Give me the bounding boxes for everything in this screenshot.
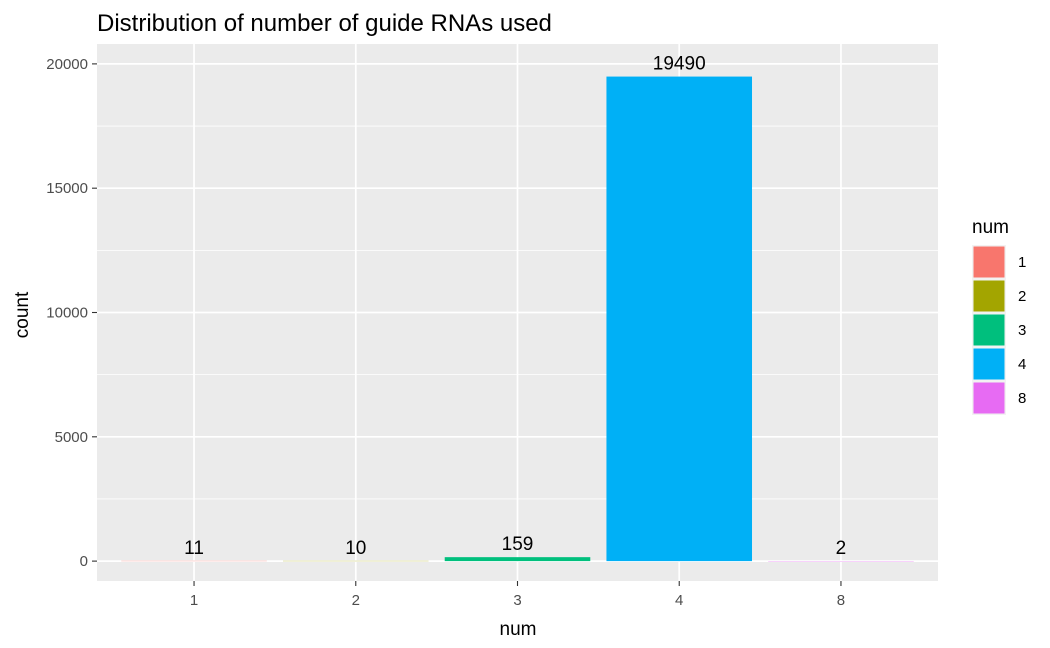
legend-title: num (972, 217, 1009, 238)
data-label-2: 10 (345, 538, 366, 559)
x-tick-label: 8 (837, 592, 845, 609)
bar-4 (606, 76, 753, 562)
y-axis: 0 5000 10000 15000 20000 (46, 56, 97, 570)
chart-title: Distribution of number of guide RNAs use… (97, 10, 552, 37)
y-tick-label: 0 (80, 553, 88, 570)
x-axis: 1 2 3 4 8 (190, 581, 845, 609)
y-tick-label: 10000 (46, 305, 88, 322)
data-label-1: 11 (184, 538, 204, 559)
data-label-3: 159 (502, 534, 534, 555)
legend: num 1 2 3 4 8 (972, 217, 1026, 415)
x-tick-label: 3 (513, 592, 521, 609)
legend-key-8 (973, 382, 1005, 414)
legend-key-2 (973, 280, 1005, 312)
x-tick-label: 2 (352, 592, 360, 609)
legend-label-2: 2 (1018, 288, 1026, 305)
legend-label-4: 4 (1018, 356, 1026, 373)
data-labels: 11 10 159 19490 2 (184, 54, 846, 559)
legend-label-8: 8 (1018, 390, 1026, 407)
bar-3 (444, 557, 591, 562)
y-tick-label: 5000 (55, 429, 88, 446)
data-label-4: 19490 (653, 54, 706, 75)
legend-key-4 (973, 348, 1005, 380)
x-axis-title: num (500, 619, 537, 640)
legend-label-3: 3 (1018, 322, 1026, 339)
legend-key-1 (973, 246, 1005, 278)
bars (121, 76, 914, 562)
y-tick-label: 20000 (46, 56, 88, 73)
gridlines (97, 44, 938, 581)
y-axis-title: count (12, 291, 33, 338)
y-tick-label: 15000 (46, 180, 88, 197)
x-tick-label: 1 (190, 592, 198, 609)
x-tick-label: 4 (675, 592, 683, 609)
data-label-8: 2 (836, 538, 847, 559)
legend-label-1: 1 (1018, 254, 1026, 271)
legend-key-3 (973, 314, 1005, 346)
